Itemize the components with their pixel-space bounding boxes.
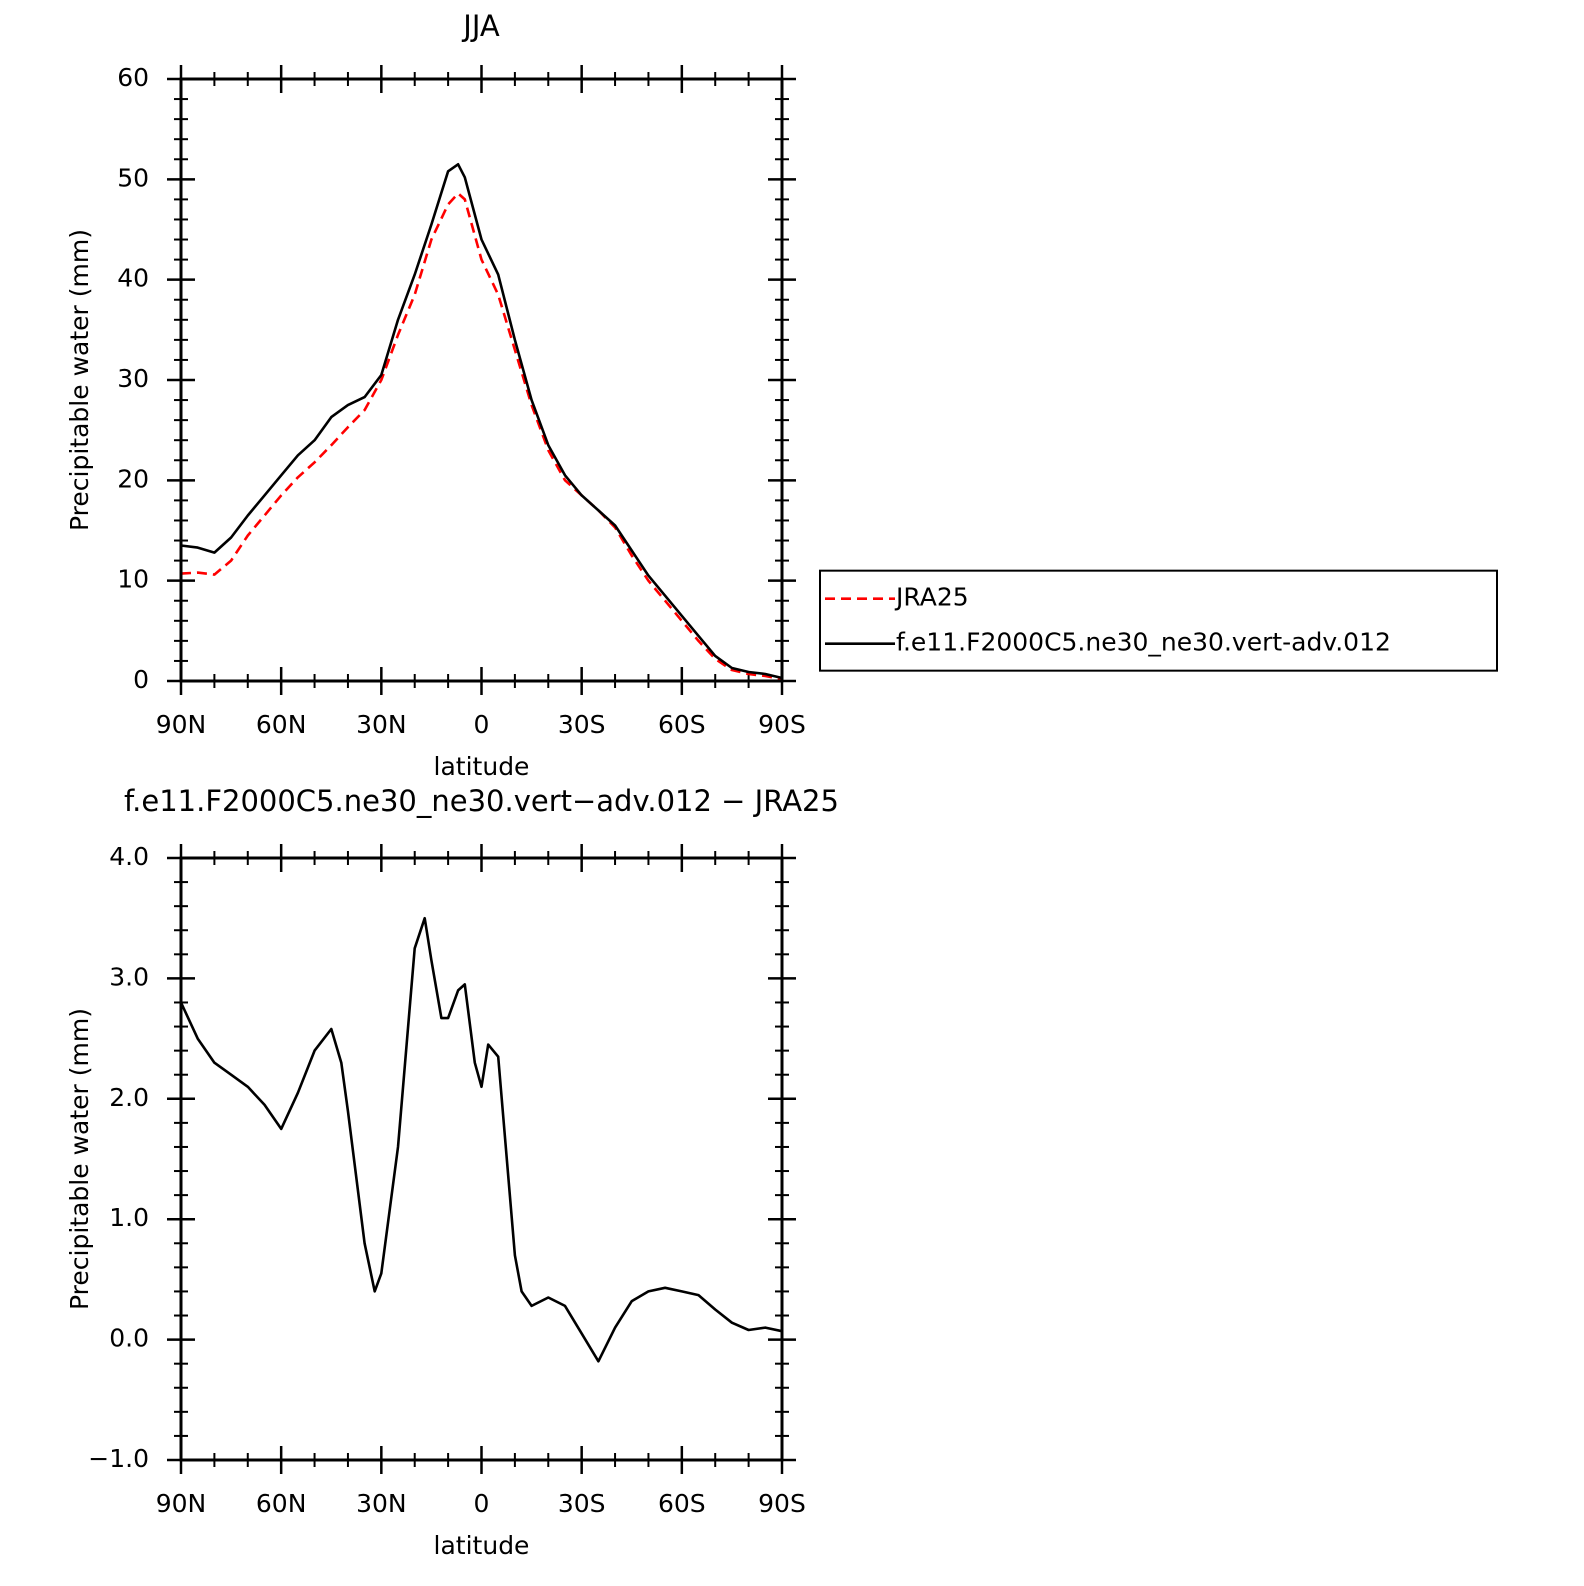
- y-tick-label: 0.0: [109, 1324, 149, 1353]
- plot-frame: [179, 856, 784, 1462]
- x-tick-label: 30S: [558, 710, 606, 739]
- x-axis-label: latitude: [434, 752, 530, 781]
- y-tick-label: 3.0: [109, 962, 149, 991]
- y-tick-label: 2.0: [109, 1083, 149, 1112]
- y-tick-label: 20: [117, 464, 149, 493]
- x-tick-label: 0: [474, 710, 490, 739]
- x-tick-label: 60S: [658, 710, 706, 739]
- x-tick-label: 90S: [758, 1489, 806, 1518]
- x-tick-label: 0: [474, 1489, 490, 1518]
- x-tick-label: 90N: [156, 710, 207, 739]
- y-tick-label: 30: [117, 364, 149, 393]
- y-tick-label: 4.0: [109, 842, 149, 871]
- x-axis-label: latitude: [434, 1531, 530, 1560]
- y-axis-label: Precipitable water (mm): [65, 1008, 94, 1310]
- chart-title: f.e11.F2000C5.ne30_ne30.vert−adv.012 − J…: [124, 784, 839, 818]
- series-line: [180, 163, 783, 680]
- y-axis-label: Precipitable water (mm): [65, 229, 94, 531]
- y-tick-label: 60: [117, 63, 149, 92]
- x-tick-label: 90S: [758, 710, 806, 739]
- x-tick-label: 60S: [658, 1489, 706, 1518]
- x-tick-label: 30N: [356, 710, 407, 739]
- legend-label: f.e11.F2000C5.ne30_ne30.vert-adv.012: [896, 628, 1391, 657]
- legend-box: [819, 569, 1498, 672]
- y-tick-label: 0: [133, 665, 149, 694]
- y-tick-label: 50: [117, 163, 149, 192]
- x-tick-label: 30S: [558, 1489, 606, 1518]
- series-line: [179, 916, 783, 1363]
- x-tick-label: 30N: [356, 1489, 407, 1518]
- y-tick-label: 1.0: [109, 1203, 149, 1232]
- series-line: [180, 192, 783, 681]
- x-tick-label: 90N: [156, 1489, 207, 1518]
- legend-label: JRA25: [894, 583, 969, 612]
- chart-title: JJA: [461, 9, 500, 43]
- x-tick-label: 60N: [256, 1489, 307, 1518]
- plot-frame: [179, 77, 784, 683]
- y-tick-label: 10: [117, 565, 149, 594]
- y-tick-label: 40: [117, 264, 149, 293]
- y-tick-label: −1.0: [88, 1444, 149, 1473]
- x-tick-label: 60N: [256, 710, 307, 739]
